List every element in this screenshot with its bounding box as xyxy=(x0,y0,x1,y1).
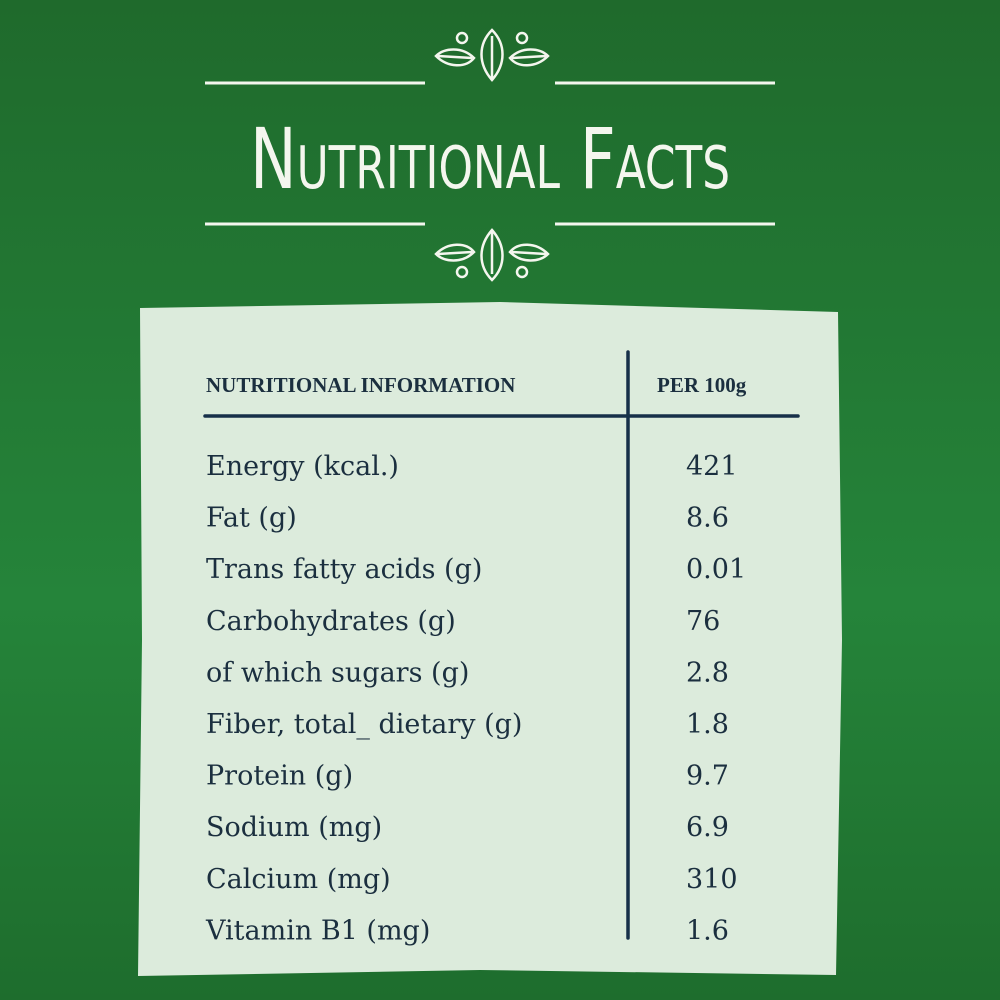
decoration xyxy=(205,28,775,282)
table: NUTRITIONAL INFORMATION PER 100g Energy (k… xyxy=(205,373,747,946)
nutrient-label: Vitamin B1 (mg) xyxy=(205,915,430,946)
nutrient-value: 0.01 xyxy=(686,554,746,585)
nutrient-value: 6.9 xyxy=(686,812,729,843)
column-header: NUTRITIONAL INFORMATION xyxy=(206,373,515,397)
nutrient-label: Protein (g) xyxy=(206,761,353,792)
table-panel xyxy=(138,302,842,976)
nutrient-label: Carbohydrates (g) xyxy=(206,606,456,637)
nutrient-label: Sodium (mg) xyxy=(206,812,382,843)
nutrient-label: Calcium (mg) xyxy=(206,864,391,895)
nutrient-value: 76 xyxy=(686,606,720,637)
nutrient-value: 421 xyxy=(686,451,738,482)
nutrient-value: 310 xyxy=(686,864,738,895)
nutrient-value: 1.6 xyxy=(686,915,729,946)
title: Nutritional Facts xyxy=(250,110,730,208)
nutrient-label: Fat (g) xyxy=(206,503,297,534)
nutrient-value: 2.8 xyxy=(686,657,729,688)
nutrient-label: Trans fatty acids (g) xyxy=(206,554,482,585)
nutrient-value: 1.8 xyxy=(686,709,729,740)
nutrient-label: of which sugars (g) xyxy=(206,657,469,688)
column-header: PER 100g xyxy=(657,373,747,397)
nutrient-value: 9.7 xyxy=(686,761,729,792)
nutrient-label: Energy (kcal.) xyxy=(206,451,399,482)
nutrient-value: 8.6 xyxy=(686,503,729,534)
nutrient-label: Fiber, total_ dietary (g) xyxy=(206,709,522,740)
